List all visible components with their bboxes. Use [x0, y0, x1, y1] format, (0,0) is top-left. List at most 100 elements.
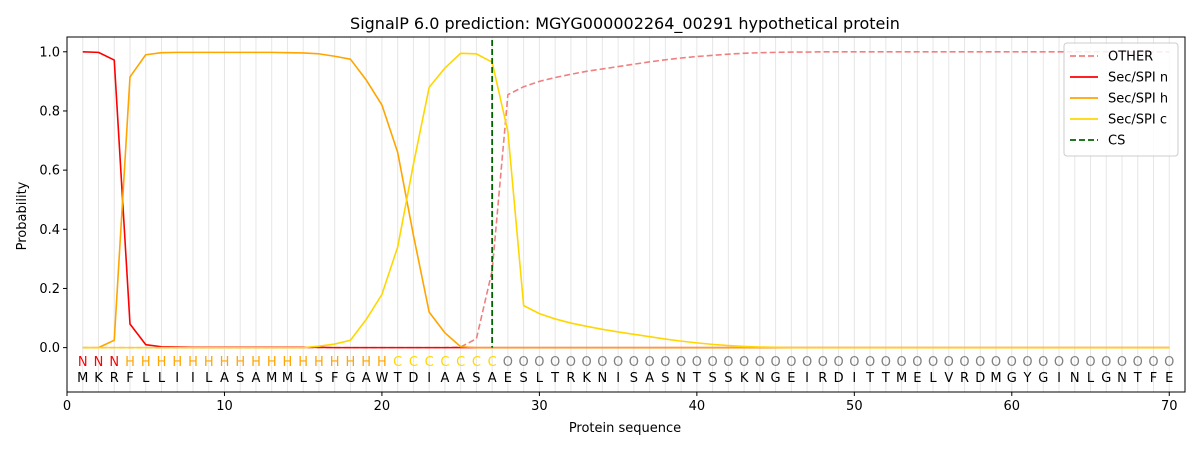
annotation-label: H: [125, 355, 135, 370]
annotation-label: O: [1038, 355, 1048, 370]
residue-label: F: [1150, 371, 1157, 386]
legend-label: OTHER: [1108, 50, 1153, 65]
y-tick-label: 0.0: [39, 341, 60, 356]
residue-label: R: [566, 371, 575, 386]
annotation-label: C: [440, 355, 449, 370]
residue-label: E: [913, 371, 921, 386]
residue-label: G: [1038, 371, 1048, 386]
residue-label: E: [1165, 371, 1173, 386]
residue-label: A: [252, 371, 261, 386]
annotation-label: O: [849, 355, 859, 370]
residue-label: S: [708, 371, 716, 386]
annotation-label: H: [172, 355, 182, 370]
annotation-label: H: [314, 355, 324, 370]
residue-label: T: [865, 371, 874, 386]
x-tick-label: 0: [63, 399, 71, 414]
annotation-label: O: [692, 355, 702, 370]
annotation-label: H: [204, 355, 214, 370]
residue-label: N: [598, 371, 608, 386]
annotation-label: H: [267, 355, 277, 370]
residue-label: L: [158, 371, 166, 386]
annotation-label: H: [220, 355, 230, 370]
annotation-label: O: [1070, 355, 1080, 370]
annotation-label: O: [1054, 355, 1064, 370]
annotation-label: O: [944, 355, 954, 370]
y-tick-label: 0.8: [39, 104, 60, 119]
legend-label: Sec/SPI h: [1108, 92, 1168, 107]
legend-label: Sec/SPI c: [1108, 113, 1167, 128]
y-tick-label: 0.4: [39, 223, 60, 238]
residue-label: A: [645, 371, 654, 386]
annotation-label: O: [1117, 355, 1127, 370]
annotation-label: O: [629, 355, 639, 370]
annotation-label: O: [1085, 355, 1095, 370]
residue-label: M: [266, 371, 277, 386]
annotation-label: O: [597, 355, 607, 370]
residue-label: A: [456, 371, 465, 386]
annotation-label: C: [425, 355, 434, 370]
residue-label: M: [896, 371, 907, 386]
annotation-label: O: [550, 355, 560, 370]
residue-label: E: [787, 371, 795, 386]
y-tick-label: 1.0: [39, 45, 60, 60]
annotation-label: O: [723, 355, 733, 370]
residue-label: R: [110, 371, 119, 386]
x-tick-label: 40: [689, 399, 706, 414]
legend-label: CS: [1108, 134, 1125, 149]
series-layer: [82, 50, 1170, 349]
annotation-label: O: [1101, 355, 1111, 370]
residue-label: S: [520, 371, 528, 386]
annotation-label: N: [109, 355, 119, 370]
annotation-label: C: [488, 355, 497, 370]
x-tick-label: 30: [531, 399, 548, 414]
residue-label: I: [191, 371, 195, 386]
annotation-label: O: [959, 355, 969, 370]
residue-label: S: [661, 371, 669, 386]
residue-label: L: [929, 371, 937, 386]
annotation-label: O: [707, 355, 717, 370]
residue-label: I: [616, 371, 620, 386]
series-line-sec-spi-c: [82, 52, 1170, 349]
annotation-label: H: [157, 355, 167, 370]
annotation-label: H: [283, 355, 293, 370]
y-axis-title: Probability: [15, 181, 30, 250]
residue-label: T: [393, 371, 402, 386]
residue-label: G: [1101, 371, 1111, 386]
residue-label: R: [818, 371, 827, 386]
annotation-label: O: [519, 355, 529, 370]
residue-label: G: [345, 371, 355, 386]
residue-label: F: [331, 371, 338, 386]
residue-label: D: [408, 371, 418, 386]
annotation-label: O: [818, 355, 828, 370]
annotation-label: O: [928, 355, 938, 370]
legend-label: Sec/SPI n: [1108, 71, 1168, 86]
annotation-label: H: [298, 355, 308, 370]
residue-label: K: [740, 371, 749, 386]
residue-label: T: [1133, 371, 1142, 386]
residue-label: K: [582, 371, 591, 386]
annotation-label: H: [361, 355, 371, 370]
residue-label: M: [77, 371, 88, 386]
annotation-label: O: [755, 355, 765, 370]
annotation-label: O: [770, 355, 780, 370]
annotation-label: O: [896, 355, 906, 370]
annotation-label: O: [1148, 355, 1158, 370]
annotation-label: O: [739, 355, 749, 370]
residue-label: W: [375, 371, 388, 386]
residue-label: N: [755, 371, 765, 386]
x-tick-label: 50: [846, 399, 863, 414]
annotation-label: O: [534, 355, 544, 370]
legend: OTHER Sec/SPI n Sec/SPI h Sec/SPI c CS: [1063, 42, 1179, 157]
residue-label: I: [427, 371, 431, 386]
residue-label: V: [944, 371, 953, 386]
residue-label: D: [975, 371, 985, 386]
axes-frame: [66, 36, 1186, 393]
annotation-label: O: [912, 355, 922, 370]
residue-label: S: [630, 371, 638, 386]
annotation-label: O: [1164, 355, 1174, 370]
x-tick-label: 20: [374, 399, 391, 414]
residue-label: I: [805, 371, 809, 386]
x-axis-title: Protein sequence: [569, 421, 681, 436]
annotation-label: H: [330, 355, 340, 370]
